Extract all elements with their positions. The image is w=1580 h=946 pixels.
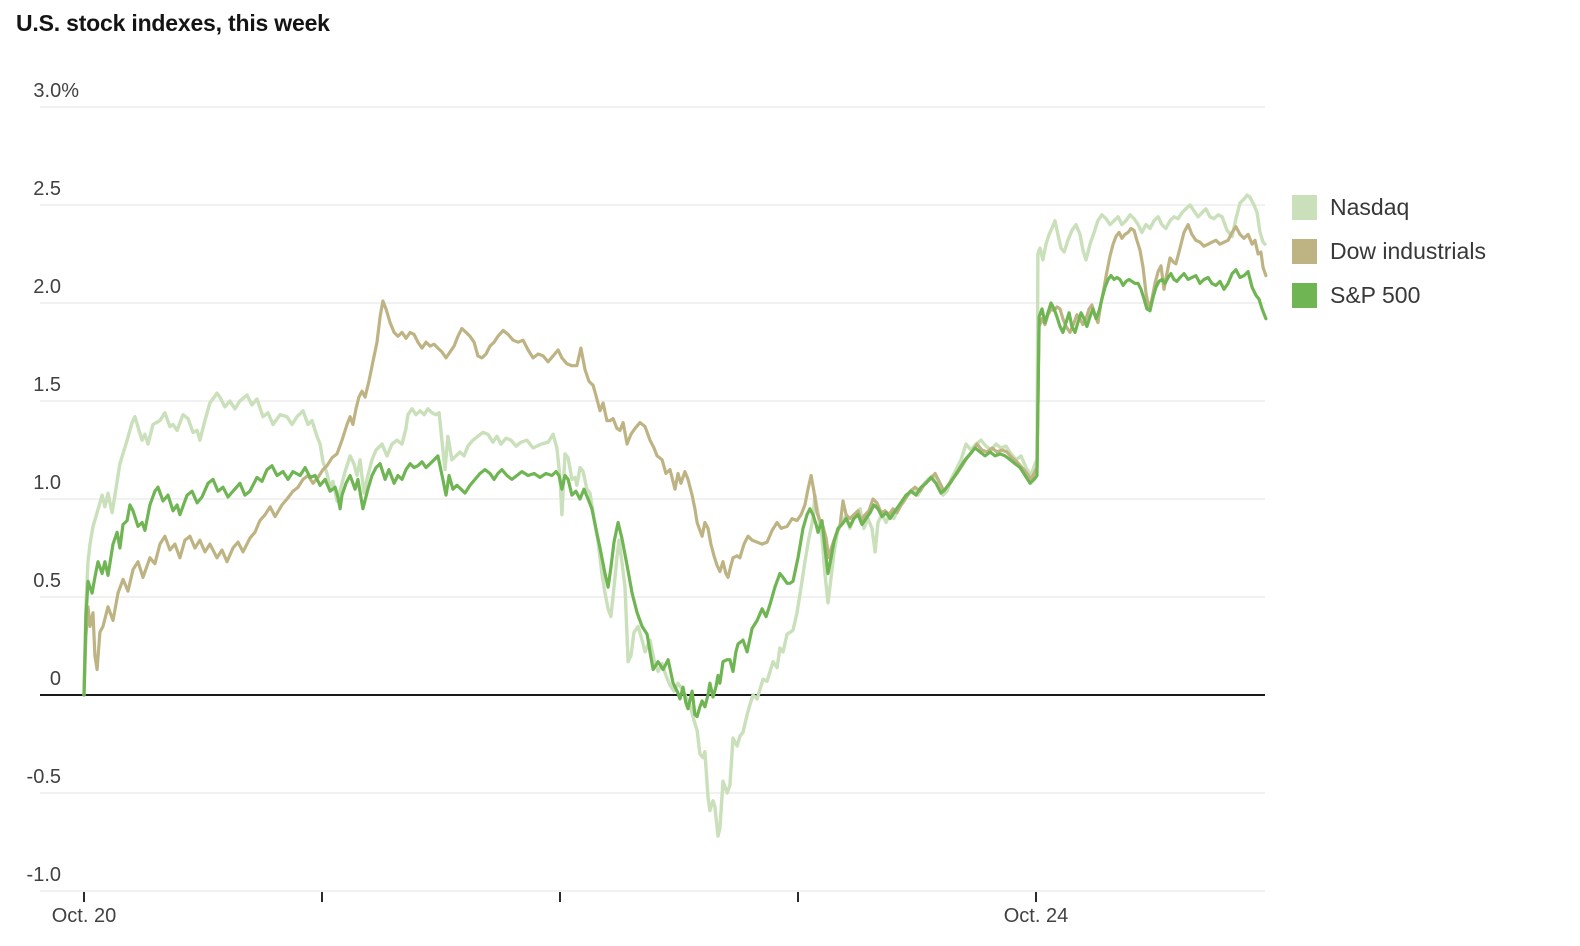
y-tick-label: 1.5 <box>33 374 61 396</box>
legend-label: S&P 500 <box>1330 282 1421 308</box>
nasdaq-swatch-icon <box>1292 195 1317 220</box>
y-tick-label: 2.0 <box>33 276 61 298</box>
x-tick-label: Oct. 24 <box>1004 905 1068 927</box>
legend-label: Dow industrials <box>1330 238 1486 264</box>
chart-title: U.S. stock indexes, this week <box>16 10 330 36</box>
y-tick-label: 2.5 <box>33 178 61 200</box>
y-tick-label: 1.0 <box>33 472 61 494</box>
y-tick-label: -0.5 <box>27 766 61 788</box>
dow-swatch-icon <box>1292 239 1317 264</box>
y-tick-label: -1.0 <box>27 864 61 886</box>
legend-label: Nasdaq <box>1330 194 1410 220</box>
legend: Nasdaq Dow industrials S&P 500 <box>1292 194 1486 326</box>
legend-item-nasdaq: Nasdaq <box>1292 194 1486 221</box>
series-line-nasdaq <box>82 193 1267 838</box>
legend-item-dow: Dow industrials <box>1292 238 1486 265</box>
legend-item-sp500: S&P 500 <box>1292 282 1486 309</box>
y-tick-label: 0.5 <box>33 570 61 592</box>
x-axis: Oct. 20 Oct. 24 <box>52 892 1068 927</box>
y-tick-label: 3.0% <box>33 80 79 102</box>
series-line-s-p-500 <box>82 268 1268 719</box>
y-tick-label: 0 <box>50 668 61 690</box>
series-line-dow-industrials <box>82 223 1268 697</box>
series-lines <box>82 193 1268 838</box>
x-tick-label: Oct. 20 <box>52 905 116 927</box>
y-axis-labels: 3.0% 2.5 2.0 1.5 1.0 0.5 0 -0.5 -1.0 <box>27 80 80 886</box>
gridlines <box>40 106 1265 892</box>
sp500-swatch-icon <box>1292 283 1317 308</box>
